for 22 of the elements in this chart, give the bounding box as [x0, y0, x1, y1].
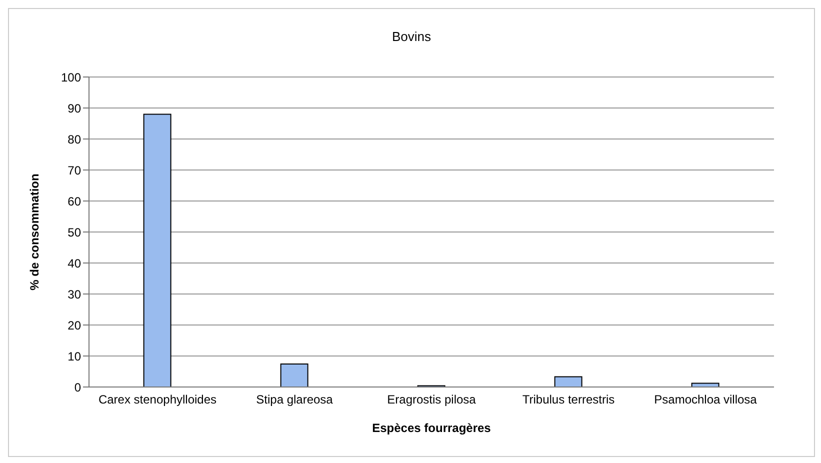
y-axis-title: % de consommation	[27, 174, 42, 290]
x-tick-label: Stipa glareosa	[256, 392, 334, 407]
x-tick-label: Tribulus terrestris	[522, 392, 615, 407]
y-tick-label: 20	[68, 318, 82, 332]
y-tick-label: 60	[68, 194, 82, 208]
y-tick-label: 10	[68, 349, 82, 364]
y-tick-label: 40	[68, 256, 82, 270]
y-tick-label: 100	[60, 70, 82, 84]
y-tick-label: 30	[68, 287, 82, 302]
y-tick-label: 90	[68, 101, 82, 116]
x-tick-label: Carex stenophylloides	[98, 392, 217, 407]
chart-title: Bovins	[390, 28, 432, 46]
bar	[280, 364, 308, 387]
x-tick-label: Psamochloa villosa	[654, 392, 758, 407]
y-tick-label: 80	[68, 132, 82, 146]
y-tick-label: 70	[68, 163, 82, 178]
x-axis-title: Espèces fourragères	[372, 421, 492, 435]
bar	[143, 114, 172, 387]
y-tick-label: 0	[74, 380, 82, 394]
y-tick-label: 50	[68, 225, 82, 240]
bar	[554, 376, 582, 387]
x-tick-label: Eragrostis pilosa	[387, 392, 476, 407]
